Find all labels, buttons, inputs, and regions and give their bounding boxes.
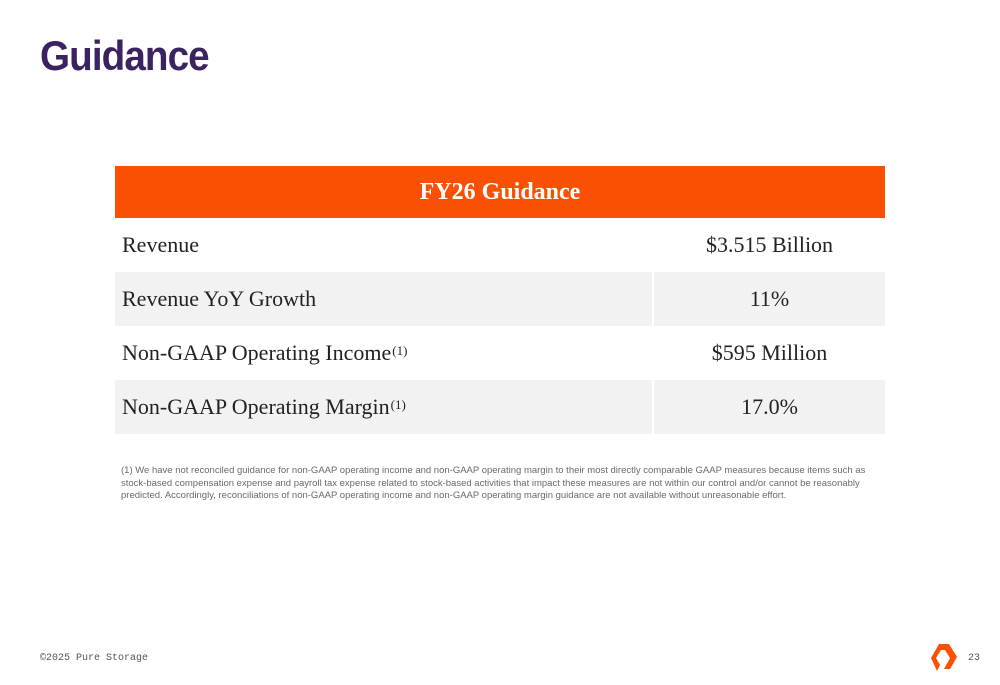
row-label-text: Non-GAAP Operating Income: [122, 340, 392, 365]
row-value: $595 Million: [711, 340, 828, 365]
page-title: Guidance: [40, 32, 210, 79]
guidance-table: FY26 Guidance Revenue $3.515 Billion Rev…: [115, 166, 885, 434]
page-number: 23: [968, 653, 981, 664]
row-value: $3.515 Billion: [705, 232, 834, 257]
table-row-revenue-growth: Revenue YoY Growth 11%: [115, 272, 885, 326]
footnote-marker: (1): [392, 343, 408, 358]
pure-storage-logo-icon: [931, 644, 957, 671]
row-label: Non-GAAP Operating Income (1): [115, 326, 652, 380]
row-label-text: Revenue: [122, 232, 199, 257]
footnote-marker: (1): [390, 397, 406, 412]
table-row-operating-margin: Non-GAAP Operating Margin (1) 17.0%: [115, 380, 885, 434]
table-header: FY26 Guidance: [115, 166, 885, 218]
table-row-revenue: Revenue $3.515 Billion: [115, 218, 885, 272]
table-row-operating-income: Non-GAAP Operating Income (1) $595 Millio…: [115, 326, 885, 380]
row-label: Revenue YoY Growth: [115, 272, 652, 326]
row-label-text: Revenue YoY Growth: [122, 286, 317, 311]
footnote: (1) We have not reconciled guidance for …: [121, 465, 866, 501]
row-value: 11%: [654, 272, 885, 326]
row-label-text: Non-GAAP Operating Margin: [122, 394, 390, 419]
row-label: Revenue: [115, 218, 652, 272]
copyright: ©2025 Pure Storage: [40, 653, 149, 664]
row-value: 17.0%: [654, 380, 885, 434]
row-label: Non-GAAP Operating Margin (1): [115, 380, 652, 434]
